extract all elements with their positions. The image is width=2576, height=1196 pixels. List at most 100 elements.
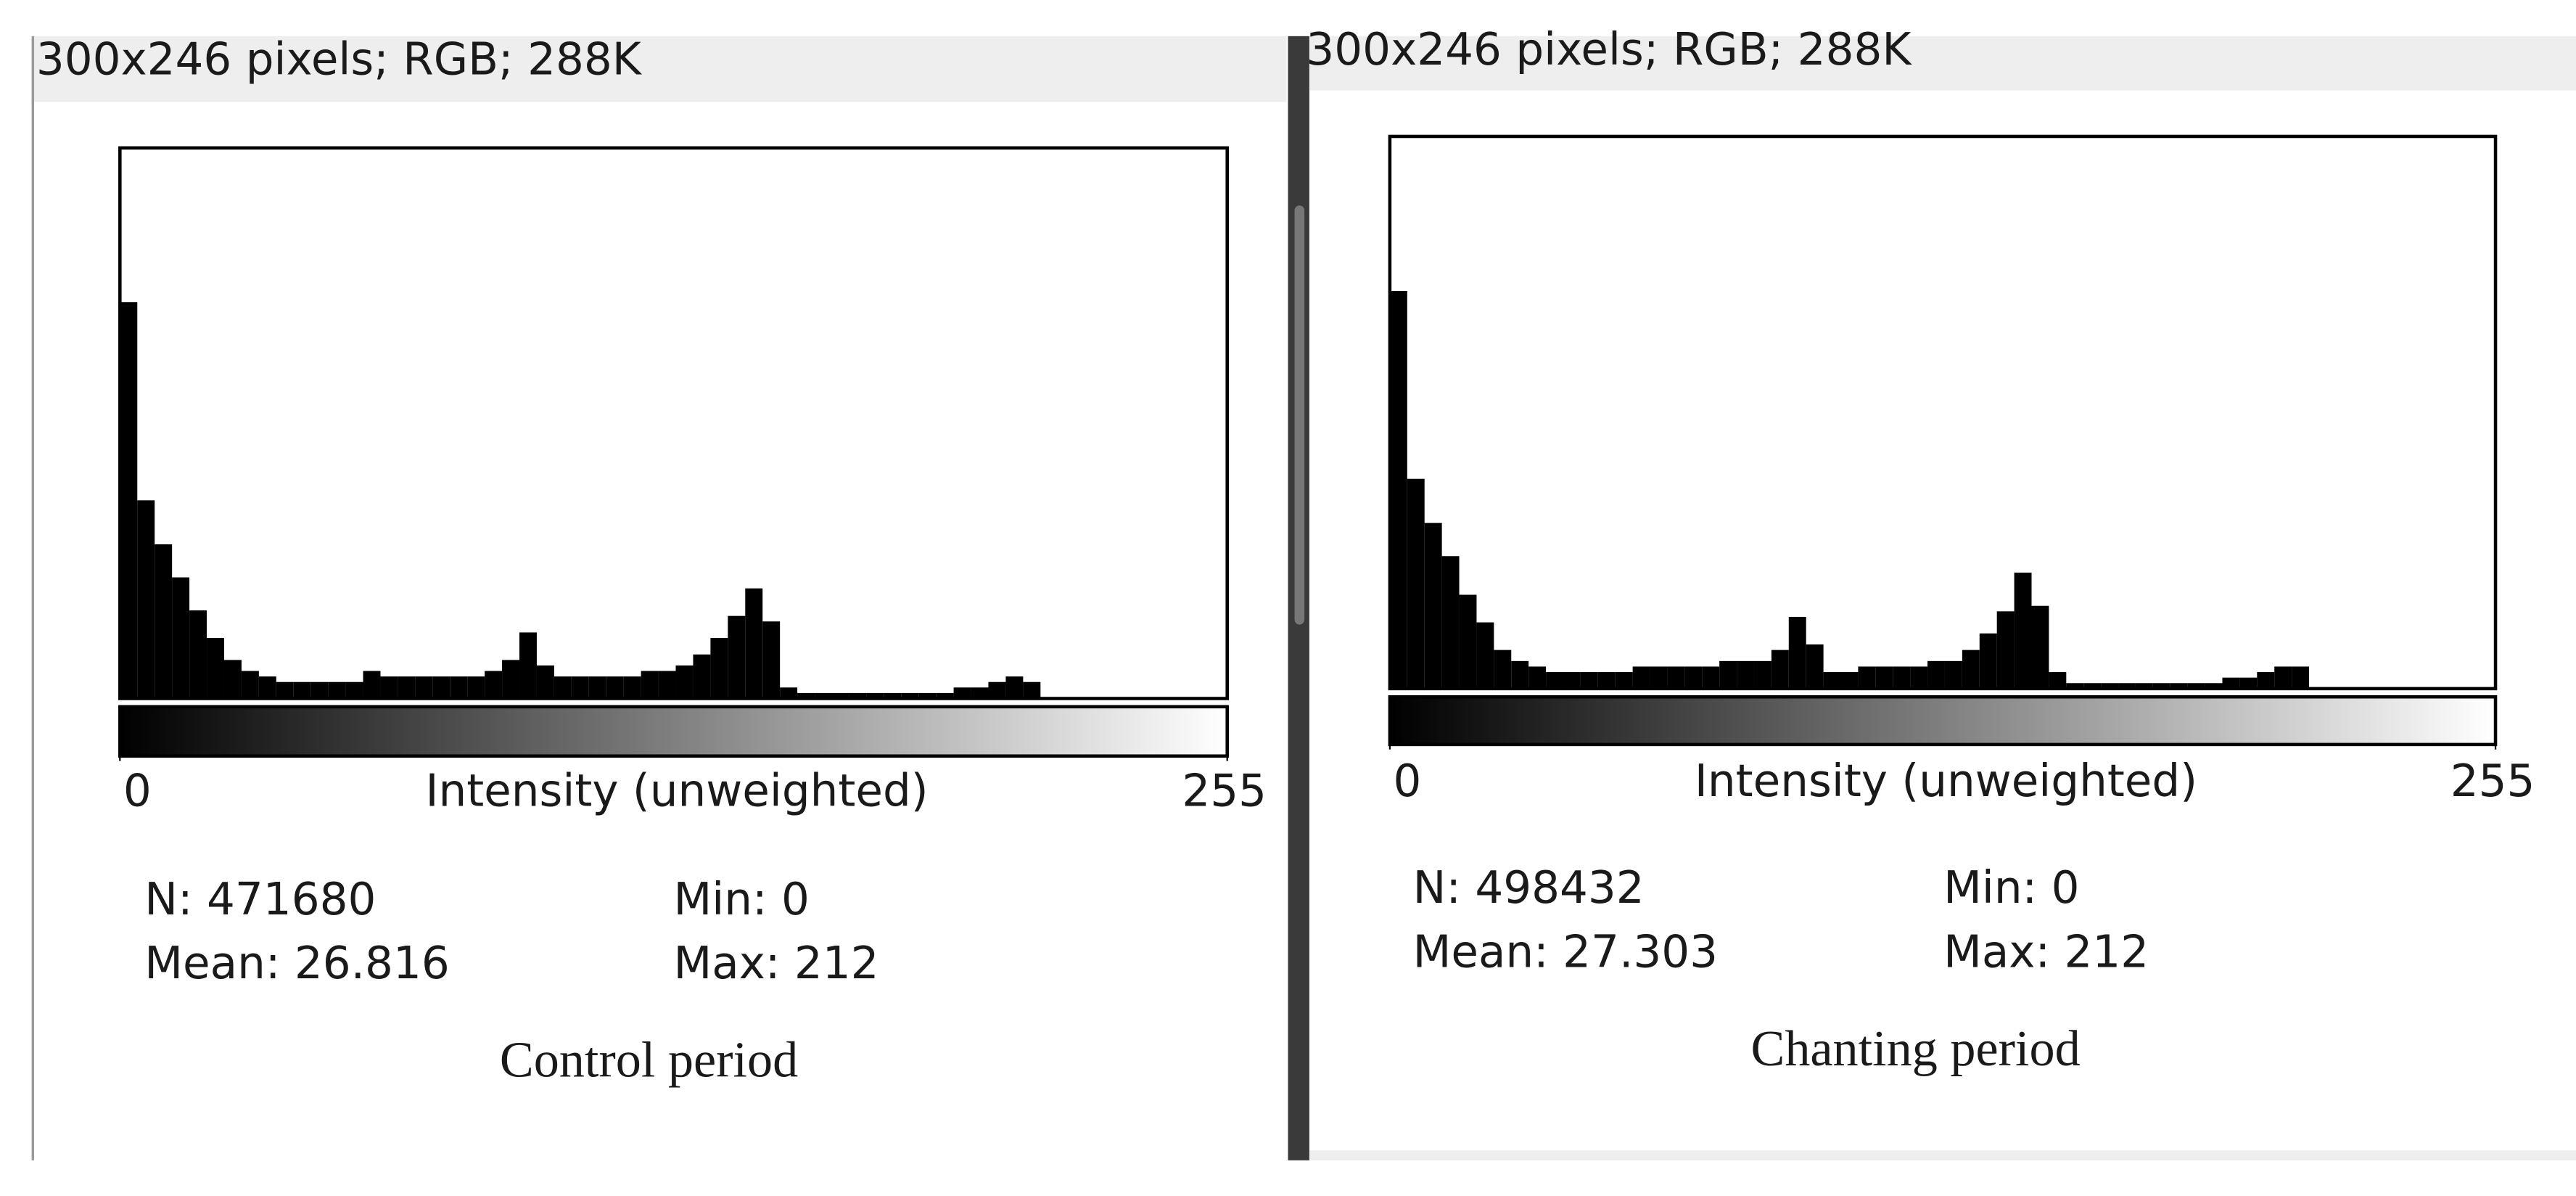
histogram-bar xyxy=(1580,672,1598,689)
histogram-bar xyxy=(1737,660,1754,689)
histogram-bar xyxy=(120,302,138,699)
stat-mean: Mean: 27.303 xyxy=(1413,926,1718,978)
histogram-bar xyxy=(519,632,537,699)
histogram-bar xyxy=(1389,291,1407,689)
histogram-bar xyxy=(2152,683,2170,689)
histogram-bar xyxy=(2205,683,2223,689)
histogram-bar xyxy=(1927,660,1945,689)
histogram-bar xyxy=(450,676,468,699)
histogram-bar xyxy=(415,676,433,699)
stat-max: Max: 212 xyxy=(1943,926,2149,978)
stat-min: Min: 0 xyxy=(674,874,810,925)
panel: 300x246 pixels; RGB; 288K 0 255 Intensity (… xyxy=(36,34,1267,1089)
histogram-bar xyxy=(1702,666,1720,689)
x-tick-label: 255 xyxy=(2451,755,2535,807)
x-axis-label: Intensity (unweighted) xyxy=(1695,755,2197,807)
stat-min: Min: 0 xyxy=(1943,862,2079,914)
histogram-bar xyxy=(2135,683,2153,689)
histogram-bar xyxy=(884,692,902,699)
histogram-bar xyxy=(971,687,989,699)
histogram-bar xyxy=(2187,683,2205,689)
caption: Control period xyxy=(500,1032,798,1089)
histogram-bar xyxy=(258,676,276,699)
histogram-bar xyxy=(2274,666,2292,689)
histogram-bar xyxy=(155,544,173,699)
panels: 300x246 pixels; RGB; 288K 0 255 Intensity (… xyxy=(36,24,2535,1089)
histogram-bar xyxy=(189,610,207,699)
histogram-bar xyxy=(328,681,346,699)
histogram-bar xyxy=(1788,616,1806,689)
scrollbar xyxy=(1294,205,1305,625)
histogram-bar xyxy=(554,676,572,699)
histogram-bar xyxy=(432,676,450,699)
histogram-bar xyxy=(137,500,155,699)
histogram-bar xyxy=(623,676,641,699)
histogram-bar xyxy=(1875,666,1893,689)
histogram-bar xyxy=(918,692,937,699)
histogram-bar xyxy=(1996,611,2015,689)
histogram-bar xyxy=(1806,644,1824,689)
histogram-bar xyxy=(1005,676,1024,699)
histogram-bar xyxy=(1719,660,1737,689)
histogram-bar xyxy=(398,676,416,699)
histogram-bar xyxy=(485,671,503,699)
histogram-bar xyxy=(1615,672,1633,689)
histogram-bar xyxy=(675,665,694,699)
histogram-bar xyxy=(1632,666,1650,689)
histogram-bar xyxy=(1858,666,1876,689)
histogram-bar xyxy=(693,654,711,699)
histogram-bar xyxy=(241,671,259,699)
histogram-bar xyxy=(901,692,919,699)
histogram-bar xyxy=(1893,666,1911,689)
header-text: 300x246 pixels; RGB; 288K xyxy=(1306,24,1912,75)
histogram-bar xyxy=(1494,650,1512,689)
histogram-bar xyxy=(2239,677,2258,689)
histogram-bar xyxy=(345,681,363,699)
header-bar xyxy=(33,36,1287,102)
stat-max: Max: 212 xyxy=(674,938,879,989)
histogram-bar xyxy=(1023,681,1041,699)
bottom-edge xyxy=(1309,1150,2576,1160)
intensity-gradient xyxy=(118,705,1229,758)
x-tick-label: 0 xyxy=(123,765,152,816)
histogram-bar xyxy=(1771,650,1789,689)
histogram-bar xyxy=(223,660,242,699)
histogram-bar xyxy=(1424,523,1442,689)
stat-mean: Mean: 26.816 xyxy=(144,938,449,989)
plot-frame xyxy=(118,146,1229,700)
histogram-bar xyxy=(207,638,224,699)
histogram-bar xyxy=(2014,573,2032,689)
histogram-bar xyxy=(815,692,832,699)
histogram-bar xyxy=(2066,683,2084,689)
histogram-bar xyxy=(1597,672,1616,689)
histogram-bar xyxy=(1476,622,1494,689)
histogram-bar xyxy=(658,671,676,699)
histogram-bar xyxy=(1511,660,1529,689)
histogram-bar xyxy=(1546,672,1563,689)
histogram-bar xyxy=(502,660,520,699)
histogram-bar xyxy=(831,692,849,699)
histogram-bar xyxy=(1667,666,1685,689)
histogram-bar xyxy=(780,687,798,699)
histogram-bar xyxy=(2222,677,2240,689)
caption: Chanting period xyxy=(1751,1020,2081,1077)
histogram-bar xyxy=(1753,660,1771,689)
histogram-bar xyxy=(1407,478,1425,689)
histogram-bar xyxy=(172,577,190,699)
histogram-bar xyxy=(1563,672,1581,689)
histogram-bar xyxy=(606,676,624,699)
histogram-bar xyxy=(2049,672,2067,689)
histogram-bar xyxy=(797,692,815,699)
stat-n: N: 471680 xyxy=(144,874,376,925)
histogram-bar xyxy=(2118,683,2136,689)
panel: 300x246 pixels; RGB; 288K 0 255 Intensity (… xyxy=(1306,24,2535,1077)
histogram-bar xyxy=(588,676,606,699)
histogram-bar xyxy=(1441,556,1460,689)
histogram-bar xyxy=(762,621,781,699)
histogram-bar xyxy=(2083,683,2102,689)
histogram-bar xyxy=(293,681,311,699)
histogram-bar xyxy=(467,676,485,699)
histogram-bar xyxy=(1840,672,1859,689)
